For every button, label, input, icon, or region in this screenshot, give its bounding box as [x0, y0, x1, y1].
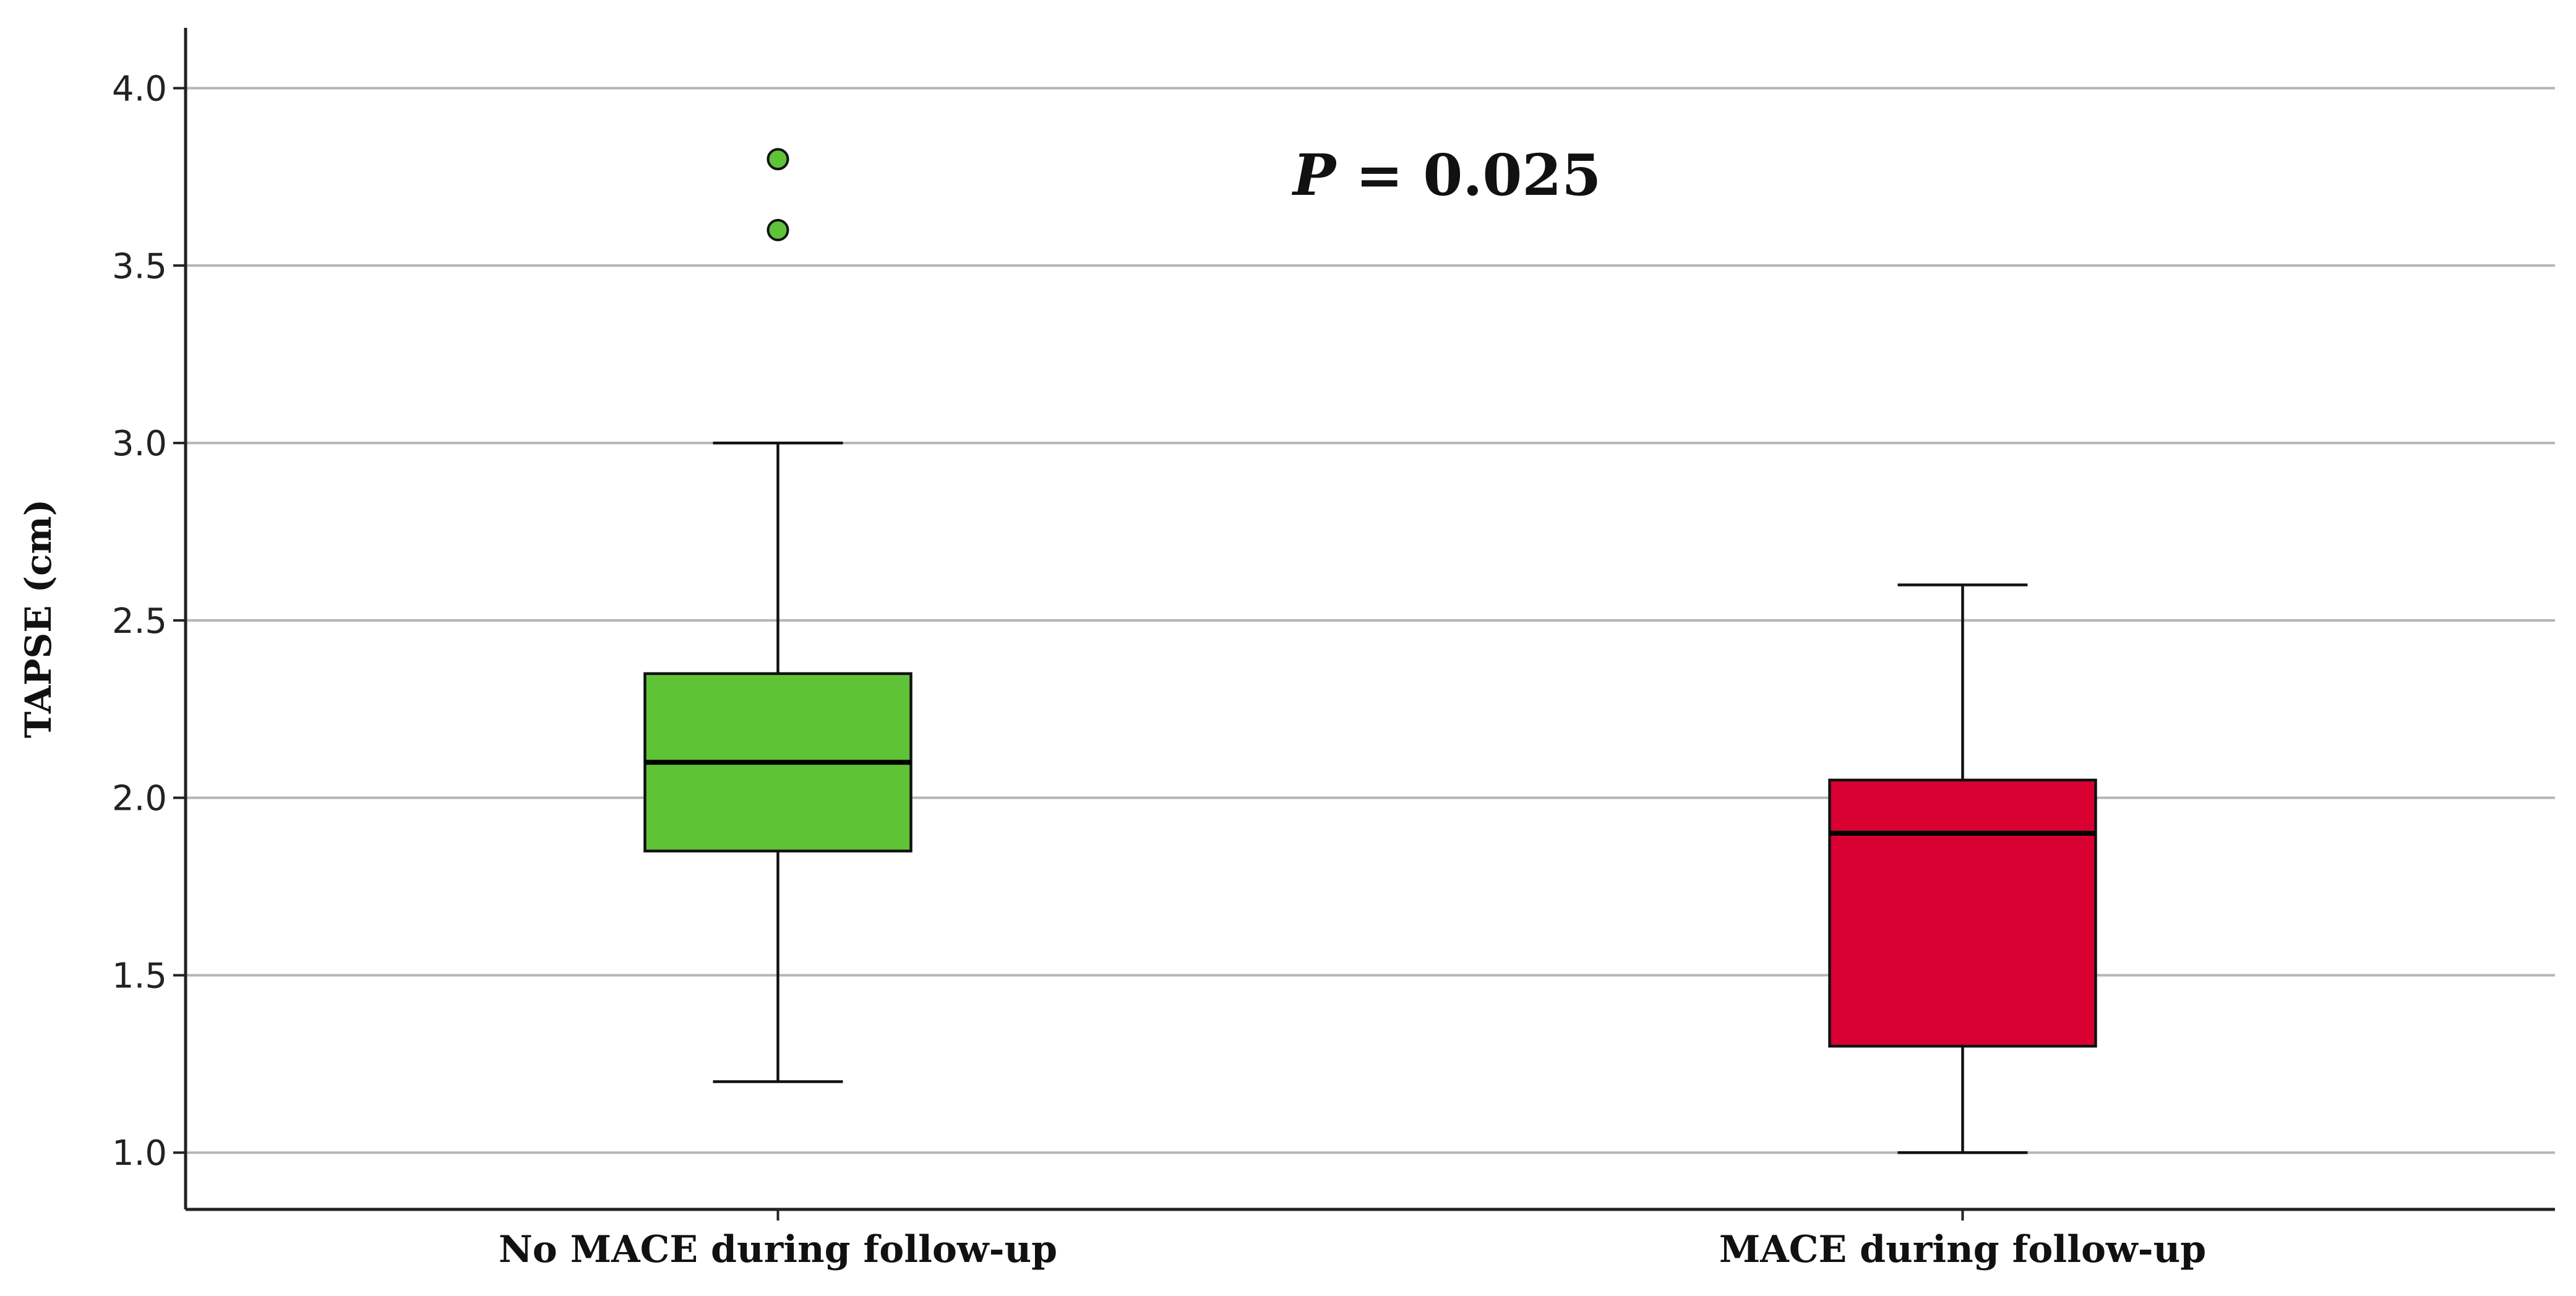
- box-iqr: [1828, 778, 2097, 1048]
- y-tick-label: 1.0: [112, 1133, 167, 1174]
- y-tick-label: 3.5: [112, 246, 167, 286]
- y-axis-label: TAPSE (cm): [17, 499, 59, 738]
- y-tick-label: 3.0: [112, 424, 167, 464]
- y-tick-labels: 1.0 1.5 2.0 2.5 3.0 3.5 4.0: [112, 69, 186, 1174]
- box-group: [643, 148, 912, 1083]
- p-value-text: = 0.025: [1336, 142, 1601, 208]
- p-value-annotation: P = 0.025: [1291, 142, 1601, 208]
- outlier-point: [766, 148, 789, 171]
- x-tick-labels: No MACE during follow-up MACE during foll…: [499, 1209, 2206, 1271]
- y-tick-label: 1.5: [112, 956, 167, 996]
- box-group: [1828, 583, 2097, 1154]
- y-tick-label: 4.0: [112, 69, 167, 109]
- x-tick-label: MACE during follow-up: [1719, 1228, 2206, 1271]
- gridlines: [186, 87, 2555, 1154]
- y-tick-label: 2.0: [112, 779, 167, 819]
- boxes: [643, 148, 2097, 1154]
- outlier-point: [766, 218, 789, 241]
- x-tick-label: No MACE during follow-up: [499, 1228, 1057, 1271]
- p-value-symbol: P: [1291, 142, 1337, 208]
- y-tick-label: 2.5: [112, 601, 167, 642]
